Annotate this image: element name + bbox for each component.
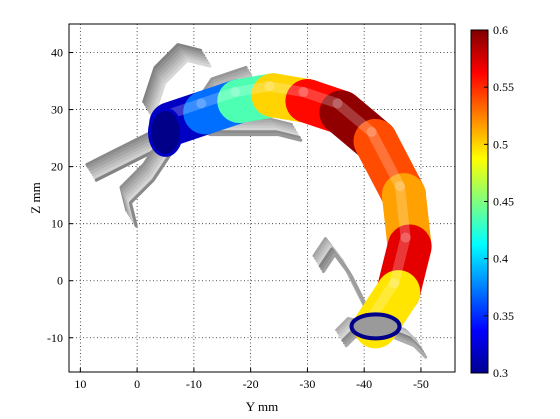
y-tick-label: -10 xyxy=(47,331,63,345)
y-tick-label: 40 xyxy=(51,46,63,60)
y-tick-label: 0 xyxy=(57,274,63,288)
tube-highlight xyxy=(235,86,269,92)
y-axis-title: Z mm xyxy=(28,182,43,213)
plot-area: 10 0 -10 -20 -30 -40 -50 -10 0 10 20 30 40 xyxy=(47,24,455,391)
y-tick-label: 10 xyxy=(51,217,63,231)
colorbar: 0.3 0.35 0.4 0.45 0.5 0.55 0.6 xyxy=(471,23,514,380)
x-tick-label: -30 xyxy=(299,377,315,391)
colorbar-tick-label: 0.55 xyxy=(493,80,514,94)
y-tick-label: 30 xyxy=(51,103,63,117)
colorbar-tick-label: 0.4 xyxy=(493,252,508,266)
x-tick-label: 0 xyxy=(134,377,140,391)
colorbar-tick-label: 0.45 xyxy=(493,195,514,209)
x-tick-label: -40 xyxy=(356,377,372,391)
inlet-opening xyxy=(150,109,182,155)
tube-highlight xyxy=(400,186,406,237)
tube-highlight xyxy=(269,86,303,92)
colorbar-tick-label: 0.6 xyxy=(493,23,508,37)
x-tick-label: -50 xyxy=(413,377,429,391)
x-tick-label: -10 xyxy=(186,377,202,391)
x-tick-label: -20 xyxy=(243,377,259,391)
outlet-opening xyxy=(352,314,400,338)
colorbar-tick-label: 0.35 xyxy=(493,309,514,323)
x-tick-label: 10 xyxy=(74,377,86,391)
y-tick-label: 20 xyxy=(51,160,63,174)
x-axis-title: Y mm xyxy=(246,399,278,414)
colorbar-tick-label: 0.3 xyxy=(493,366,508,380)
colorbar-tick-label: 0.5 xyxy=(493,137,508,151)
